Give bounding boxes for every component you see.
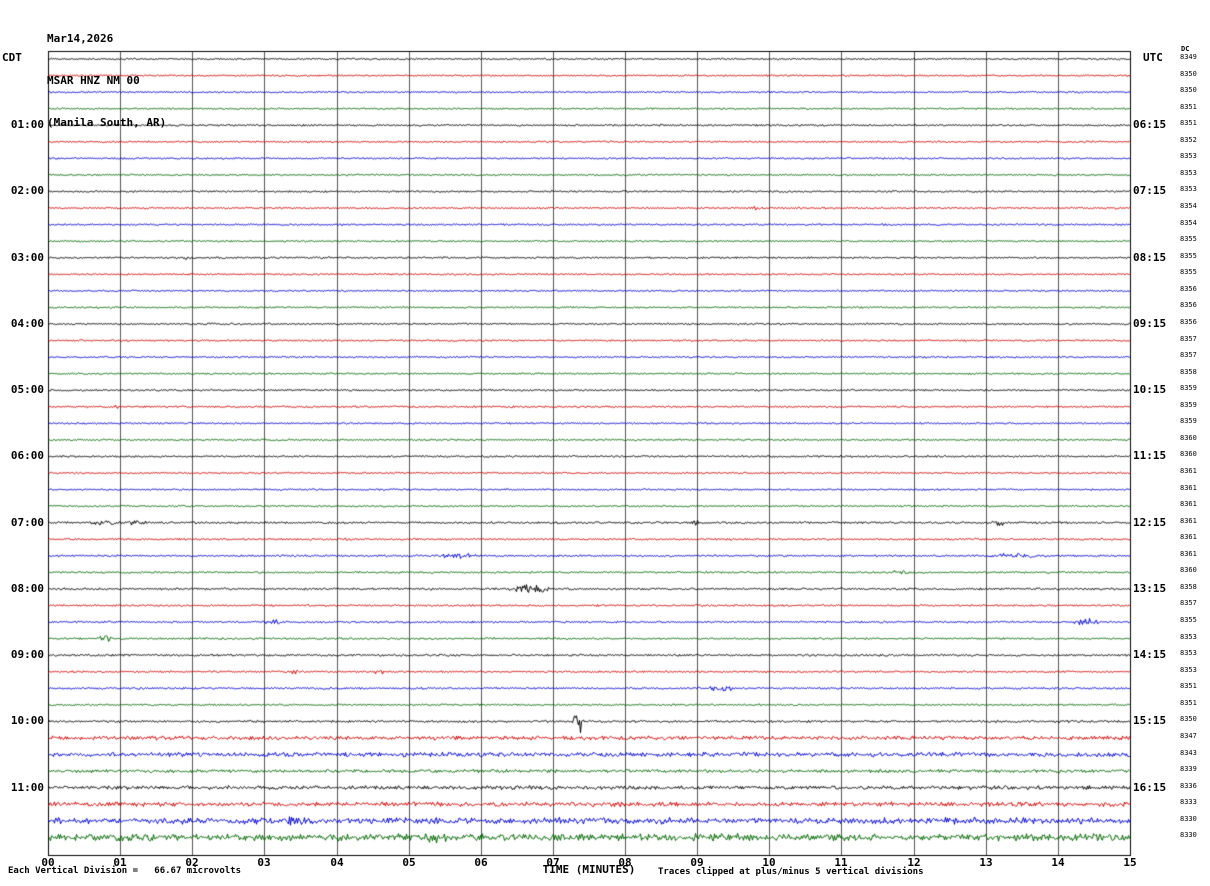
dc-value: 8343 (1180, 748, 1197, 757)
x-tick-label: 06 (474, 856, 488, 869)
dc-value: 8353 (1180, 152, 1197, 161)
dc-value: 8336 (1180, 781, 1197, 790)
cdt-hour-label: 08:00 (10, 581, 44, 595)
dc-value: 8355 (1180, 268, 1197, 277)
dc-value: 8351 (1180, 102, 1197, 111)
utc-hour-label: 08:15 (1133, 250, 1167, 264)
x-tick-label: 00 (41, 856, 55, 869)
dc-value: 8353 (1180, 632, 1197, 641)
x-tick-label: 08 (618, 856, 632, 869)
dc-value: 8330 (1180, 831, 1197, 840)
dc-value: 8330 (1180, 814, 1197, 823)
dc-value: 8352 (1180, 135, 1197, 144)
footer-clip-note: Traces clipped at plus/minus 5 vertical … (658, 867, 924, 877)
utc-hour-label: 11:15 (1133, 449, 1167, 463)
x-tick-label: 03 (257, 856, 271, 869)
utc-hour-label: 14:15 (1133, 648, 1167, 662)
utc-hour-label: 06:15 (1133, 118, 1167, 132)
right-timezone-label: UTC (1143, 51, 1163, 64)
utc-hour-label: 09:15 (1133, 316, 1167, 330)
utc-hour-label: 16:15 (1133, 780, 1167, 794)
cdt-hour-label: 09:00 (10, 648, 44, 662)
x-tick-label: 01 (113, 856, 127, 869)
dc-value: 8355 (1180, 616, 1197, 625)
utc-hour-label: 12:15 (1133, 515, 1167, 529)
dc-value: 8360 (1180, 566, 1197, 575)
x-tick-label: 07 (546, 856, 560, 869)
dc-value: 8358 (1180, 367, 1197, 376)
header-date: Mar14,2026 (47, 32, 114, 45)
dc-value: 8357 (1180, 599, 1197, 608)
x-tick-label: 10 (762, 856, 776, 869)
utc-hour-label: 15:15 (1133, 714, 1167, 728)
dc-value: 8361 (1180, 467, 1197, 475)
dc-value: 8350 (1180, 86, 1197, 95)
dc-value: 8359 (1180, 400, 1197, 409)
cdt-hour-label: 01:00 (10, 118, 44, 132)
dc-value: 8353 (1180, 665, 1197, 674)
cdt-hour-label: 11:00 (10, 780, 44, 794)
cdt-hour-label: 02:00 (10, 184, 44, 198)
dc-value: 8333 (1180, 798, 1197, 807)
x-tick-label: 11 (834, 856, 848, 869)
cdt-hour-label: 04:00 (10, 316, 44, 330)
dc-value: 8359 (1180, 417, 1197, 426)
dc-value: 8356 (1180, 301, 1197, 310)
cdt-hour-label: 10:00 (10, 714, 44, 728)
footer-scale-note: Each Vertical Division = 66.67 microvolt… (8, 866, 241, 876)
dc-value: 8353 (1180, 185, 1197, 194)
cdt-hour-label: 07:00 (10, 515, 44, 529)
dc-value: 8349 (1180, 53, 1197, 61)
x-tick-label: 04 (330, 856, 344, 869)
dc-value: 8360 (1180, 433, 1197, 442)
dc-value: 8353 (1180, 649, 1197, 658)
dc-value: 8360 (1180, 450, 1197, 459)
dc-value: 8350 (1180, 715, 1197, 724)
x-tick-label: 14 (1051, 856, 1065, 869)
header: Mar14,2026 MSAR HNZ NM 00 (Manila South,… (47, 4, 166, 158)
dc-value: 8354 (1180, 202, 1197, 211)
dc-value: 8359 (1180, 384, 1197, 393)
x-tick-label: 02 (185, 856, 199, 869)
dc-value: 8361 (1180, 549, 1197, 558)
dc-value: 8361 (1180, 533, 1197, 542)
dc-value: 8357 (1180, 334, 1197, 343)
dc-value: 8351 (1180, 698, 1197, 707)
dc-value: 8361 (1180, 483, 1197, 492)
dc-value: 8353 (1180, 168, 1197, 177)
utc-hour-label: 10:15 (1133, 383, 1167, 397)
dc-value: 8347 (1180, 731, 1197, 740)
cdt-hour-label: 05:00 (10, 383, 44, 397)
dc-value: 8357 (1180, 351, 1197, 360)
dc-value: 8356 (1180, 317, 1197, 326)
dc-value: 8351 (1180, 682, 1197, 691)
dc-value: 8354 (1180, 218, 1197, 227)
utc-hour-label: 07:15 (1133, 184, 1167, 198)
dc-value: 8361 (1180, 516, 1197, 525)
dc-value: 8358 (1180, 582, 1197, 591)
x-tick-label: 09 (690, 856, 704, 869)
x-tick-label: 13 (979, 856, 993, 869)
header-station-code: MSAR HNZ NM 00 (47, 74, 140, 87)
dc-value: 8355 (1180, 251, 1197, 260)
cdt-hour-label: 03:00 (10, 250, 44, 264)
left-timezone-label: CDT (2, 51, 22, 64)
dc-value: 8339 (1180, 765, 1197, 774)
x-tick-label: 15 (1123, 856, 1137, 869)
dc-column-label: DC (1181, 45, 1190, 53)
x-tick-label: 05 (402, 856, 416, 869)
dc-value: 8350 (1180, 69, 1197, 78)
x-tick-label: 12 (907, 856, 921, 869)
utc-hour-label: 13:15 (1133, 581, 1167, 595)
header-station-location: (Manila South, AR) (47, 116, 167, 129)
dc-value: 8356 (1180, 284, 1197, 293)
dc-value: 8361 (1180, 500, 1197, 509)
cdt-hour-label: 06:00 (10, 449, 44, 463)
dc-value: 8351 (1180, 119, 1197, 128)
dc-value: 8355 (1180, 235, 1197, 244)
